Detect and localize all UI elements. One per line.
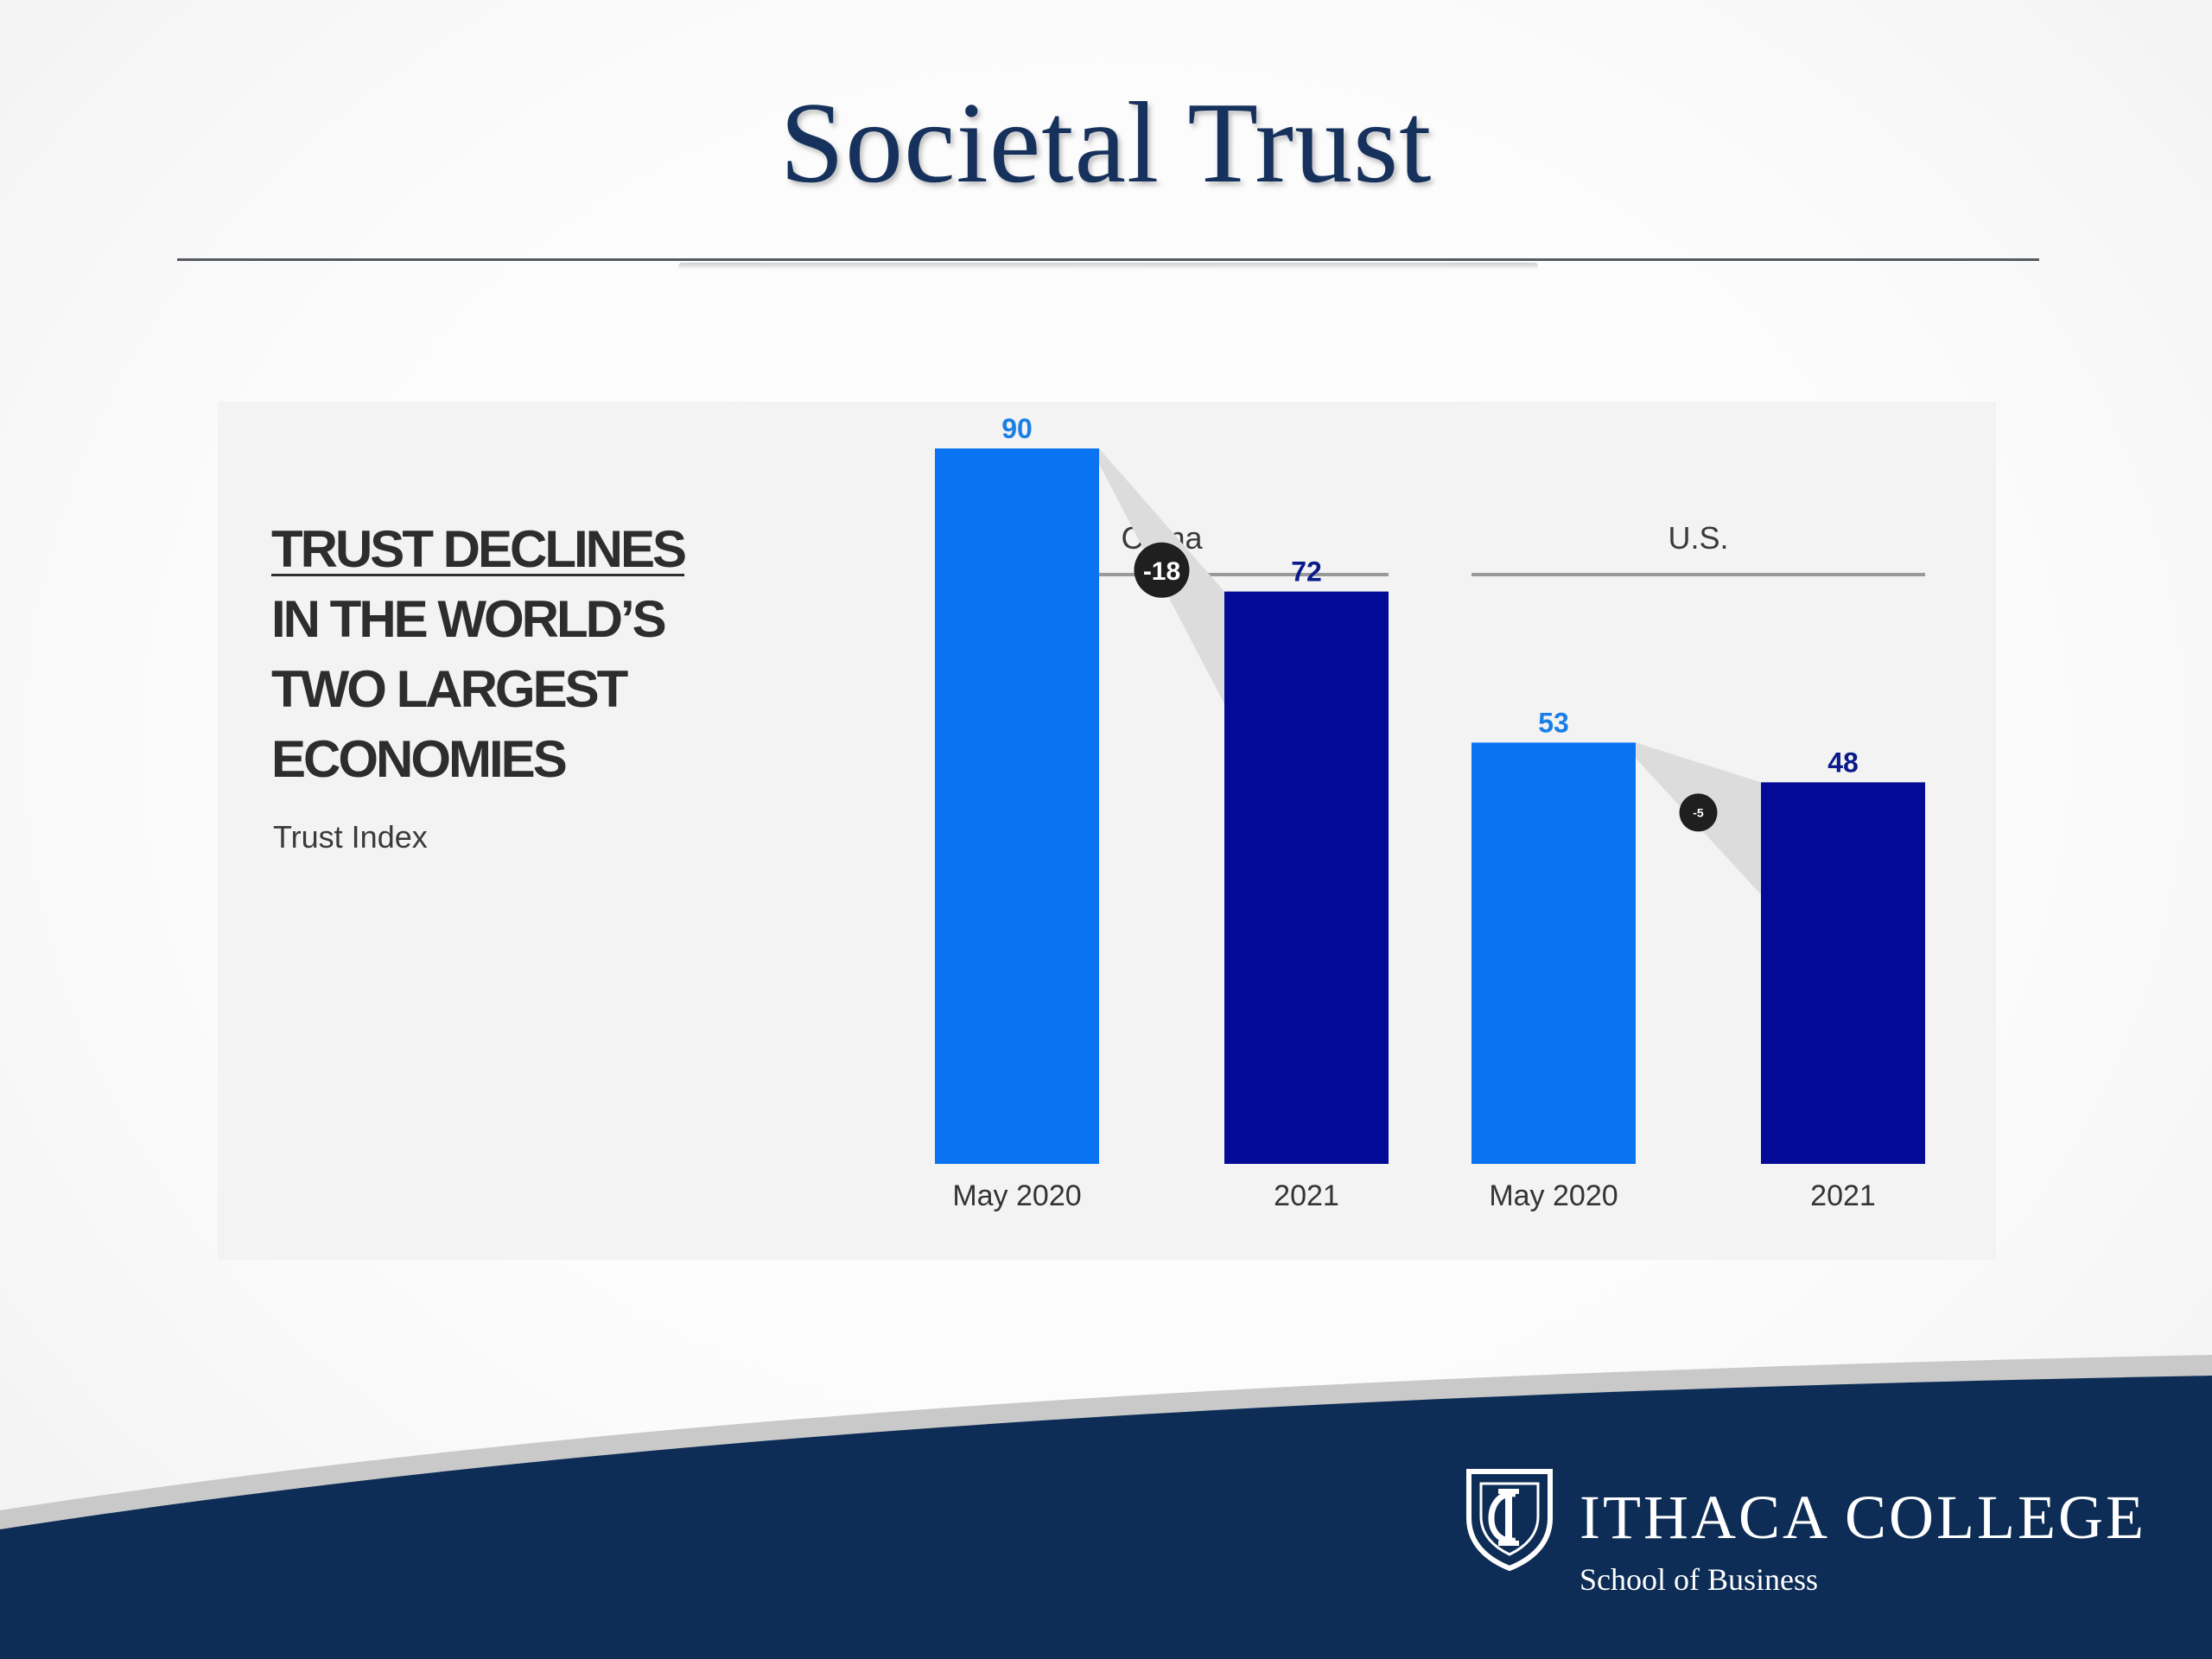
chart-title-line-1: TRUST DECLINES	[271, 520, 687, 578]
category-label: May 2020	[1489, 1179, 1618, 1212]
data-label: 90	[1001, 413, 1033, 444]
category-label: 2021	[1810, 1179, 1876, 1212]
chart-subtitle: Trust Index	[273, 819, 428, 855]
data-label: 48	[1827, 747, 1859, 778]
title-divider-shadow	[678, 263, 1538, 270]
group-divider	[1471, 573, 1925, 576]
college-shield-icon	[1466, 1469, 1553, 1572]
chart-title-line-3: TWO LARGEST	[271, 660, 628, 718]
footer-band-fill	[0, 1376, 2212, 1659]
ithaca-college-logo: ITHACA COLLEGE School of Business	[1462, 1465, 2171, 1603]
slide-title: Societal Trust	[779, 79, 1433, 207]
data-label: 53	[1538, 707, 1569, 738]
change-badge-label: -18	[1143, 557, 1180, 586]
change-badge	[1679, 793, 1718, 832]
chart-title-line-2: IN THE WORLD’S	[271, 590, 667, 648]
data-label: 72	[1291, 556, 1322, 588]
group-label: U.S.	[1668, 520, 1728, 556]
title-divider	[177, 258, 2039, 261]
bar	[1224, 591, 1389, 1164]
bar	[935, 448, 1099, 1164]
institution-name: ITHACA COLLEGE	[1580, 1483, 2146, 1552]
bar	[1471, 742, 1636, 1164]
chart-panel: TRUST DECLINES IN THE WORLD’S TWO LARGES…	[218, 402, 1996, 1260]
school-name: School of Business	[1580, 1562, 1819, 1597]
chart-title-line-4: ECONOMIES	[271, 730, 568, 788]
change-badge	[1134, 542, 1190, 598]
category-label: May 2020	[952, 1179, 1081, 1212]
chart-title: TRUST DECLINES IN THE WORLD’S TWO LARGES…	[271, 514, 807, 794]
change-badge-label: -5	[1693, 805, 1704, 819]
bar	[1761, 782, 1925, 1164]
category-label: 2021	[1274, 1179, 1339, 1212]
